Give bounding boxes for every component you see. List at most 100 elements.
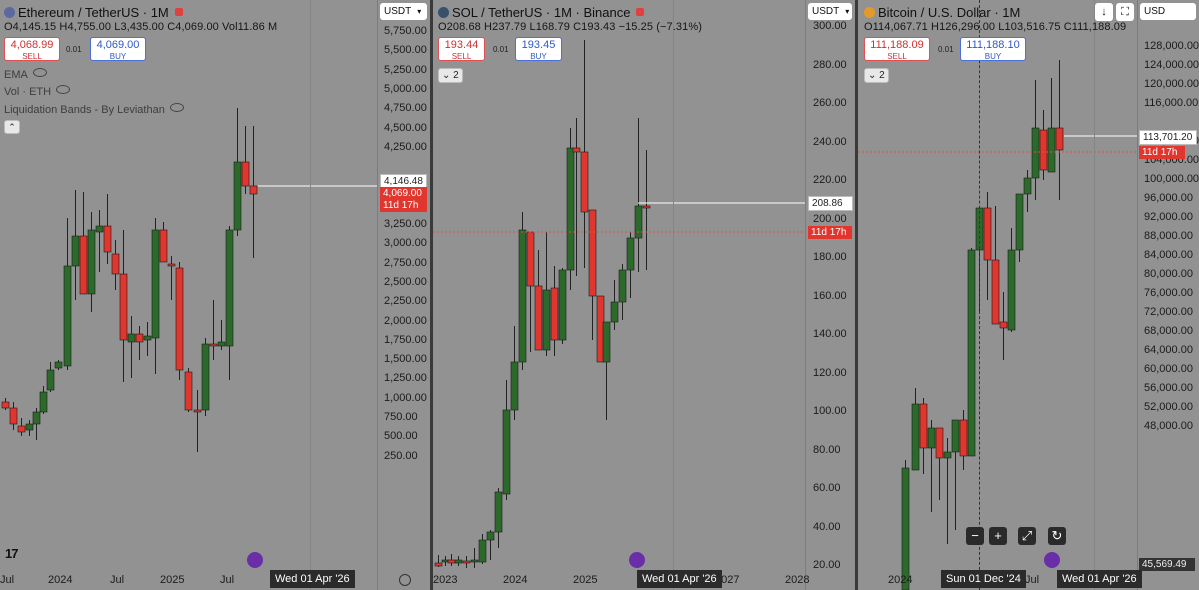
time-label: 2025	[573, 574, 598, 586]
buy-button[interactable]: 4,069.00 BUY	[90, 37, 146, 61]
candle-body	[1047, 127, 1056, 173]
candle-body	[151, 229, 160, 339]
price-scale-label: 140.00	[813, 328, 847, 340]
reset-scale-button[interactable]: ⤢	[1018, 527, 1036, 545]
indicator-ema[interactable]: EMA	[4, 68, 47, 81]
price-scale-label: 52,000.00	[1144, 401, 1193, 413]
price-scale-label: 100,000.00	[1144, 173, 1199, 185]
chevron-down-icon: ⌄	[442, 70, 451, 81]
ohlc-readout: O114,067.71 H126,296.00 L103,516.75 C111…	[864, 21, 1127, 33]
price-scale-label: 750.00	[384, 411, 418, 423]
collapsed-indicators-button[interactable]: ⌄ 2	[438, 68, 463, 83]
collapsed-indicators-button[interactable]: ⌄ 2	[864, 68, 889, 83]
candle-body	[927, 427, 936, 449]
symbol-title-text: SOL / TetherUS · 1M · Binance	[452, 5, 631, 20]
indicator-volume[interactable]: Vol · ETH	[4, 85, 71, 98]
price-scale-label: 56,000.00	[1144, 382, 1193, 394]
tradingview-logo[interactable]: 17	[5, 546, 19, 561]
rocket-icon[interactable]	[247, 552, 263, 568]
price-scale-label: 72,000.00	[1144, 306, 1193, 318]
candle-body	[943, 451, 952, 459]
candle-body	[184, 371, 193, 411]
candle-body	[167, 263, 176, 267]
date-flag: Wed 01 Apr '26	[637, 570, 722, 588]
sol-candles[interactable]	[433, 0, 855, 590]
sell-button[interactable]: 111,188.09 SELL	[864, 37, 930, 61]
candle-body	[241, 161, 250, 187]
candle-body	[502, 409, 511, 495]
price-scale-label: 60.00	[813, 482, 841, 494]
symbol-title[interactable]: Ethereum / TetherUS · 1M	[4, 5, 183, 20]
eye-icon[interactable]	[32, 68, 47, 77]
price-scale-label: 200.00	[813, 212, 847, 225]
sell-button[interactable]: 4,068.99 SELL	[4, 37, 60, 61]
candle-body	[566, 147, 575, 271]
price-axis-line	[805, 0, 806, 590]
candle-body	[967, 249, 976, 457]
currency-select[interactable]: USDT ▾	[808, 3, 852, 20]
price-scale-label: 3,000.00	[384, 237, 427, 250]
sell-button[interactable]: 193.44 SELL	[438, 37, 485, 61]
price-scale-label: 64,000.00	[1144, 344, 1193, 356]
buy-price: 4,069.00	[96, 39, 140, 51]
eth-chart-pane[interactable]: Ethereum / TetherUS · 1M O4,145.15 H4,75…	[0, 0, 430, 590]
candle-body	[79, 235, 88, 295]
symbol-title-text: Bitcoin / U.S. Dollar · 1M	[878, 5, 1021, 20]
symbol-title[interactable]: SOL / TetherUS · 1M · Binance	[438, 5, 645, 20]
eth-candles[interactable]	[0, 0, 430, 590]
candle-body	[901, 467, 910, 590]
sell-label: SELL	[887, 52, 907, 61]
price-scale-label: 2,000.00	[384, 314, 427, 327]
candle-body	[534, 285, 543, 351]
fullscreen-icon[interactable]: ⛶	[1116, 3, 1134, 21]
candle-body	[71, 235, 80, 267]
price-scale-label: 60,000.00	[1144, 363, 1193, 375]
price-scale-label: 5,500.00	[384, 44, 427, 57]
price-scale-label: 1,750.00	[384, 333, 427, 346]
candle-body	[32, 411, 41, 425]
price-scale-label: 1,000.00	[384, 391, 427, 404]
buy-button[interactable]: 111,188.10 BUY	[960, 37, 1026, 61]
rocket-icon[interactable]	[1044, 552, 1060, 568]
rocket-icon[interactable]	[629, 552, 645, 568]
time-label: Jul	[220, 574, 235, 586]
collapse-indicators-button[interactable]: ⌃	[4, 120, 20, 134]
eye-icon[interactable]	[56, 85, 71, 94]
settings-gear-icon[interactable]	[399, 574, 411, 586]
sol-chart-pane[interactable]: SOL / TetherUS · 1M · Binance O208.68 H2…	[433, 0, 855, 590]
price-scale-label: 180.00	[813, 251, 847, 263]
pane-divider[interactable]	[430, 0, 433, 590]
candle-body	[175, 267, 184, 371]
price-scale-label: 4,250.00	[384, 140, 427, 153]
download-icon[interactable]: ↓	[1095, 3, 1113, 21]
candle-body	[1023, 177, 1032, 195]
candle-body	[39, 391, 48, 413]
market-closed-dot	[174, 8, 183, 16]
btc-chart-pane[interactable]: Bitcoin / U.S. Dollar · 1M O114,067.71 H…	[858, 0, 1199, 590]
currency-select[interactable]: USDT ▾	[380, 3, 427, 20]
candle-body	[63, 265, 72, 367]
ohlc-readout: O208.68 H237.79 L168.79 C193.43 −15.25 (…	[438, 21, 703, 33]
countdown-tag: 11d 17h	[1139, 146, 1185, 159]
candle-body	[470, 559, 479, 563]
bottom-price-tag: 45,569.49	[1139, 558, 1195, 571]
zoom-out-button[interactable]: −	[966, 527, 984, 545]
price-scale-label: 4,750.00	[384, 102, 427, 115]
symbol-title[interactable]: Bitcoin / U.S. Dollar · 1M	[864, 5, 1020, 20]
indicator-liquidation-bands[interactable]: Liquidation Bands - By Leviathan	[4, 103, 184, 116]
refresh-icon[interactable]: ↻	[1048, 527, 1066, 545]
last-price-tag: 113,701.20	[1139, 130, 1197, 145]
candle-body	[542, 289, 551, 351]
zoom-in-button[interactable]: +	[989, 527, 1007, 545]
candle-body	[143, 335, 152, 341]
btc-candles[interactable]	[858, 0, 1199, 590]
sell-price: 193.44	[444, 39, 479, 51]
price-scale-label: 124,000.00	[1144, 59, 1199, 71]
buy-button[interactable]: 193.45 BUY	[515, 37, 562, 61]
currency-select[interactable]: USD	[1140, 3, 1196, 20]
price-scale-label: 40.00	[813, 520, 841, 533]
eye-icon[interactable]	[169, 103, 184, 112]
time-label: 2023	[433, 574, 458, 586]
indicator-volume-label: Vol · ETH	[4, 86, 52, 98]
pane-divider[interactable]	[855, 0, 858, 590]
